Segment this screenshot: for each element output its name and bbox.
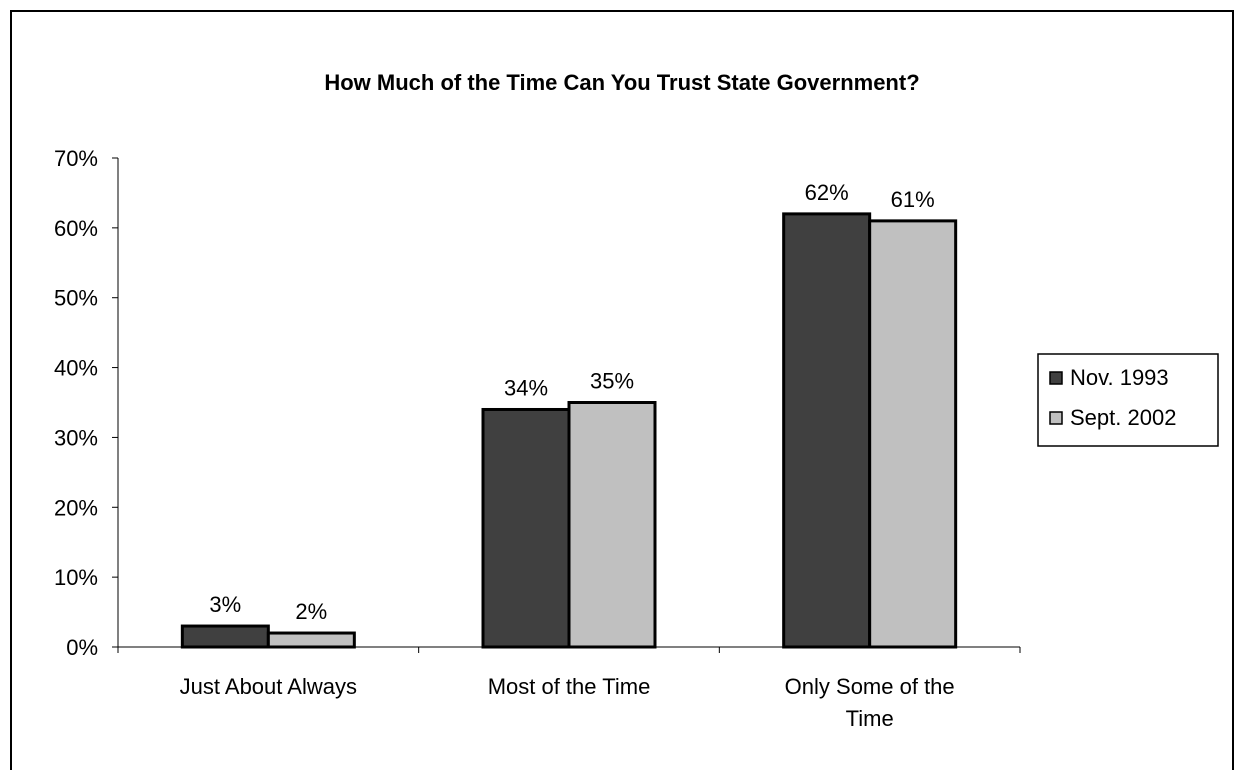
category-label: Time [846,706,894,731]
y-tick-label: 70% [54,146,98,171]
y-tick-label: 0% [66,635,98,660]
data-label: 61% [891,187,935,212]
legend: Nov. 1993 Sept. 2002 [1037,353,1219,447]
legend-swatch [1049,371,1063,385]
bar [567,401,657,649]
y-tick-label: 20% [54,495,98,520]
category-label: Just About Always [180,674,357,699]
bar [481,407,571,649]
bar [266,631,356,649]
bar [180,624,270,649]
category-label: Most of the Time [488,674,651,699]
data-label: 3% [209,592,241,617]
category-label: Only Some of the [785,674,955,699]
plot-area: 3% 34% 62% 2% 35% 61% 0% 10% 20% 30% 40% 50% 60% 70% J… [54,146,1021,731]
legend-box [1037,353,1219,447]
y-tick-label: 40% [54,356,98,381]
y-tick-label: 30% [54,425,98,450]
chart-title: How Much of the Time Can You Trust State… [324,70,919,95]
data-label: 35% [590,369,634,394]
legend-entry: Sept. 2002 [1070,405,1176,430]
legend-swatch [1049,411,1063,425]
y-tick-label: 50% [54,286,98,311]
data-label: 2% [295,599,327,624]
chart-frame [10,10,1234,770]
y-tick-label: 60% [54,216,98,241]
data-label: 34% [504,375,548,400]
legend-entry: Nov. 1993 [1070,365,1169,390]
y-tick-label: 10% [54,565,98,590]
bar [782,212,872,649]
data-label: 62% [805,180,849,205]
bar [868,219,958,649]
